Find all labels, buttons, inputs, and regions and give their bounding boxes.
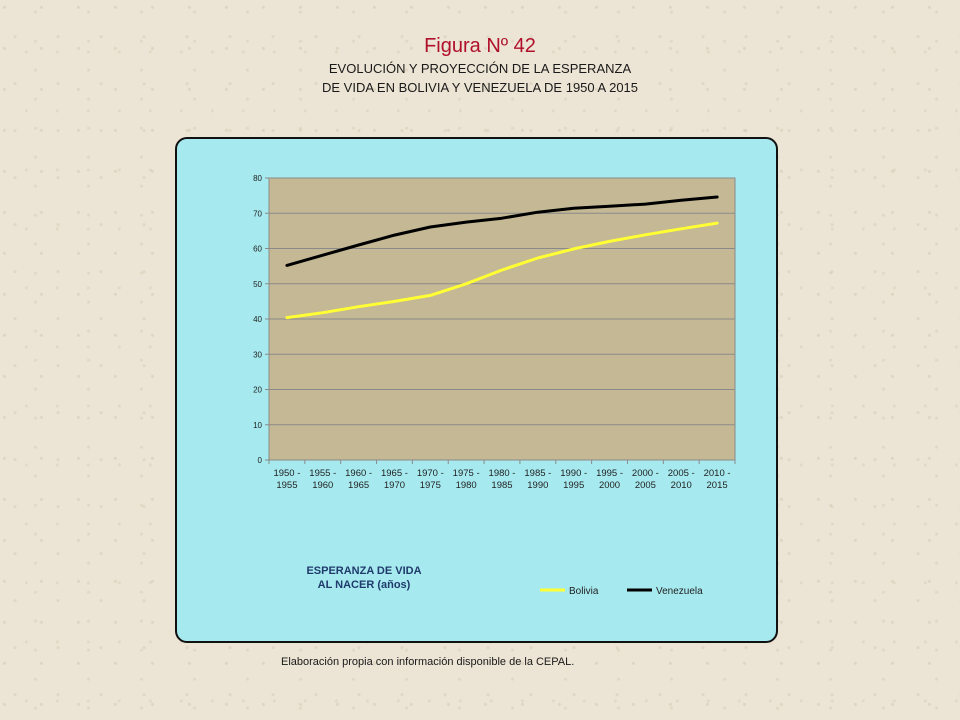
figure-title: Figura Nº 42 [424,35,536,57]
x-tick-label: 2015 [707,480,728,491]
x-tick-label: 1980 - [489,468,516,479]
x-tick-label: 1975 - [453,468,480,479]
y-tick-label: 30 [253,350,262,359]
source-caption: Elaboración propia con información dispo… [281,656,575,668]
x-tick-label: 1985 - [524,468,551,479]
x-tick-label: 1970 [384,480,405,491]
y-tick-label: 40 [253,315,262,324]
figure-subtitle-line1: EVOLUCIÓN Y PROYECCIÓN DE LA ESPERANZA [328,61,632,76]
x-tick-label: 1955 [276,480,297,491]
figure-header: Figura Nº 42 EVOLUCIÓN Y PROYECCIÓN DE L… [0,34,960,96]
x-tick-label: 2005 - [668,468,695,479]
x-tick-label: 1965 [348,480,369,491]
x-tick-label: 1990 [527,480,548,491]
figure-subtitle-line2: DE VIDA EN BOLIVIA Y VENEZUELA DE 1950 A… [321,80,639,95]
y-tick-label: 60 [253,245,262,254]
y-tick-label: 80 [253,174,262,183]
x-tick-label: 2000 [599,480,620,491]
x-tick-label: 1990 - [560,468,587,479]
x-tick-label: 2010 [671,480,692,491]
series-line-bolivia [285,221,719,320]
legend-label-venezuela: Venezuela [656,586,703,597]
x-tick-label: 1980 [456,480,477,491]
x-tick-label: 1995 [563,480,584,491]
y-tick-label: 20 [253,386,262,395]
series-line-venezuela [285,195,719,267]
x-tick-label: 1960 [312,480,333,491]
x-tick-label: 1985 [491,480,512,491]
y-tick-label: 50 [253,280,262,289]
x-tick-label: 1975 [420,480,441,491]
x-tick-label: 2000 - [632,468,659,479]
x-tick-label: 2010 - [704,468,731,479]
y-axis-label-line2: AL NACER (años) [318,579,411,591]
x-tick-label: 1995 - [596,468,623,479]
x-tick-label: 1965 - [381,468,408,479]
y-axis-label-line1: ESPERANZA DE VIDA [306,565,421,577]
y-tick-label: 10 [253,421,262,430]
legend-label-bolivia: Bolivia [569,586,599,597]
x-tick-label: 2005 [635,480,656,491]
x-tick-label: 1955 - [309,468,336,479]
y-tick-label: 0 [258,456,263,465]
y-tick-label: 70 [253,209,262,218]
x-tick-label: 1970 - [417,468,444,479]
x-tick-label: 1950 - [273,468,300,479]
x-tick-label: 1960 - [345,468,372,479]
